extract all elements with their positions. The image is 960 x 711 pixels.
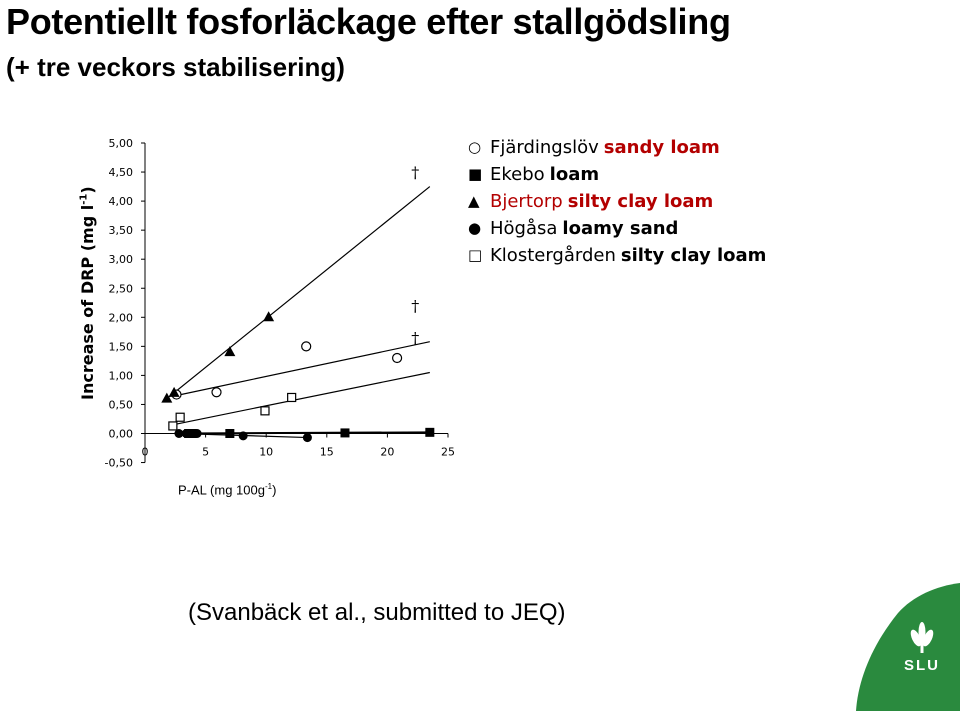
- y-tick-label: 4,00: [109, 195, 134, 208]
- circle-open-icon: ○: [468, 138, 482, 156]
- data-point: [260, 406, 270, 416]
- data-point: [287, 392, 297, 403]
- legend-soil: loam: [549, 164, 600, 185]
- significance-annotation: †: [411, 163, 419, 182]
- legend-site: Högåsa: [490, 218, 558, 239]
- legend-item-ekebo: ■ Ekebo loam: [468, 161, 766, 188]
- data-point: [175, 412, 185, 422]
- data-point: [161, 392, 173, 403]
- data-point: [192, 429, 202, 438]
- y-tick-label: -0,50: [105, 457, 133, 470]
- y-tick-label: 1,50: [109, 340, 134, 353]
- data-point: [301, 341, 312, 352]
- legend-soil: silty clay loam: [620, 245, 767, 266]
- square-filled-icon: ■: [468, 165, 483, 183]
- x-tick-label: 25: [441, 446, 455, 459]
- data-point: [168, 386, 180, 397]
- x-tick-label: 10: [259, 446, 273, 459]
- y-tick-label: 3,50: [109, 224, 134, 237]
- data-point: [225, 429, 235, 438]
- legend-item-bjertorp: ▲ Bjertorp silty clay loam: [468, 188, 766, 215]
- data-point: [168, 421, 178, 431]
- x-tick-label: 15: [320, 446, 334, 459]
- triangle-filled-icon: ▲: [468, 192, 480, 210]
- x-axis-title: P-AL (mg 100g-1): [178, 482, 277, 498]
- data-point: [187, 429, 197, 438]
- data-point: [425, 427, 435, 437]
- data-point: [391, 352, 403, 364]
- citation: (Svanbäck et al., submitted to JEQ): [188, 599, 566, 626]
- significance-annotation: †: [411, 329, 419, 348]
- x-tick-label: 5: [202, 446, 209, 459]
- y-tick-label: 0,00: [109, 428, 134, 441]
- data-point: [263, 311, 275, 322]
- data-point: [238, 431, 248, 441]
- x-tick-label: 0: [142, 446, 149, 459]
- data-point: [340, 428, 350, 438]
- circle-filled-icon: ●: [468, 219, 482, 237]
- trend-line: [166, 186, 431, 400]
- legend-item-klostergarden: □ Klostergården silty clay loam: [468, 242, 766, 269]
- trend-line: [172, 371, 430, 426]
- legend-site: Fjärdingslöv: [490, 137, 599, 158]
- legend-item-fjardingslov: ○ Fjärdingslöv sandy loam: [468, 134, 766, 161]
- data-point: [174, 429, 184, 438]
- y-tick-label: 3,00: [109, 253, 134, 266]
- legend: ○ Fjärdingslöv sandy loam ■ Ekebo loam ▲…: [468, 134, 766, 269]
- page-subtitle: (+ tre veckors stabilisering): [6, 52, 345, 82]
- y-tick-label: 0,50: [109, 398, 134, 411]
- legend-item-hogasa: ● Högåsa loamy sand: [468, 215, 766, 242]
- y-tick-label: 4,50: [109, 166, 134, 179]
- legend-site: Klostergården: [490, 245, 616, 266]
- data-point: [211, 387, 222, 398]
- y-tick-label: 1,00: [109, 369, 134, 382]
- legend-soil: sandy loam: [603, 137, 720, 158]
- legend-soil: silty clay loam: [567, 191, 714, 212]
- significance-annotation: †: [411, 297, 419, 316]
- y-tick-label: 2,50: [109, 282, 134, 295]
- data-point: [181, 429, 191, 438]
- legend-site: Bjertorp: [490, 191, 563, 212]
- legend-soil: loamy sand: [562, 218, 679, 239]
- x-tick-label: 20: [380, 446, 394, 459]
- data-point: [302, 433, 312, 443]
- trend-line: [181, 431, 430, 435]
- y-tick-label: 5,00: [109, 137, 134, 150]
- square-open-icon: □: [468, 246, 483, 264]
- legend-site: Ekebo: [490, 164, 545, 185]
- data-point: [224, 346, 236, 357]
- page-title: Potentiellt fosforläckage efter stallgöd…: [6, 1, 731, 42]
- y-tick-label: 2,00: [109, 311, 134, 324]
- trend-line: [175, 341, 430, 397]
